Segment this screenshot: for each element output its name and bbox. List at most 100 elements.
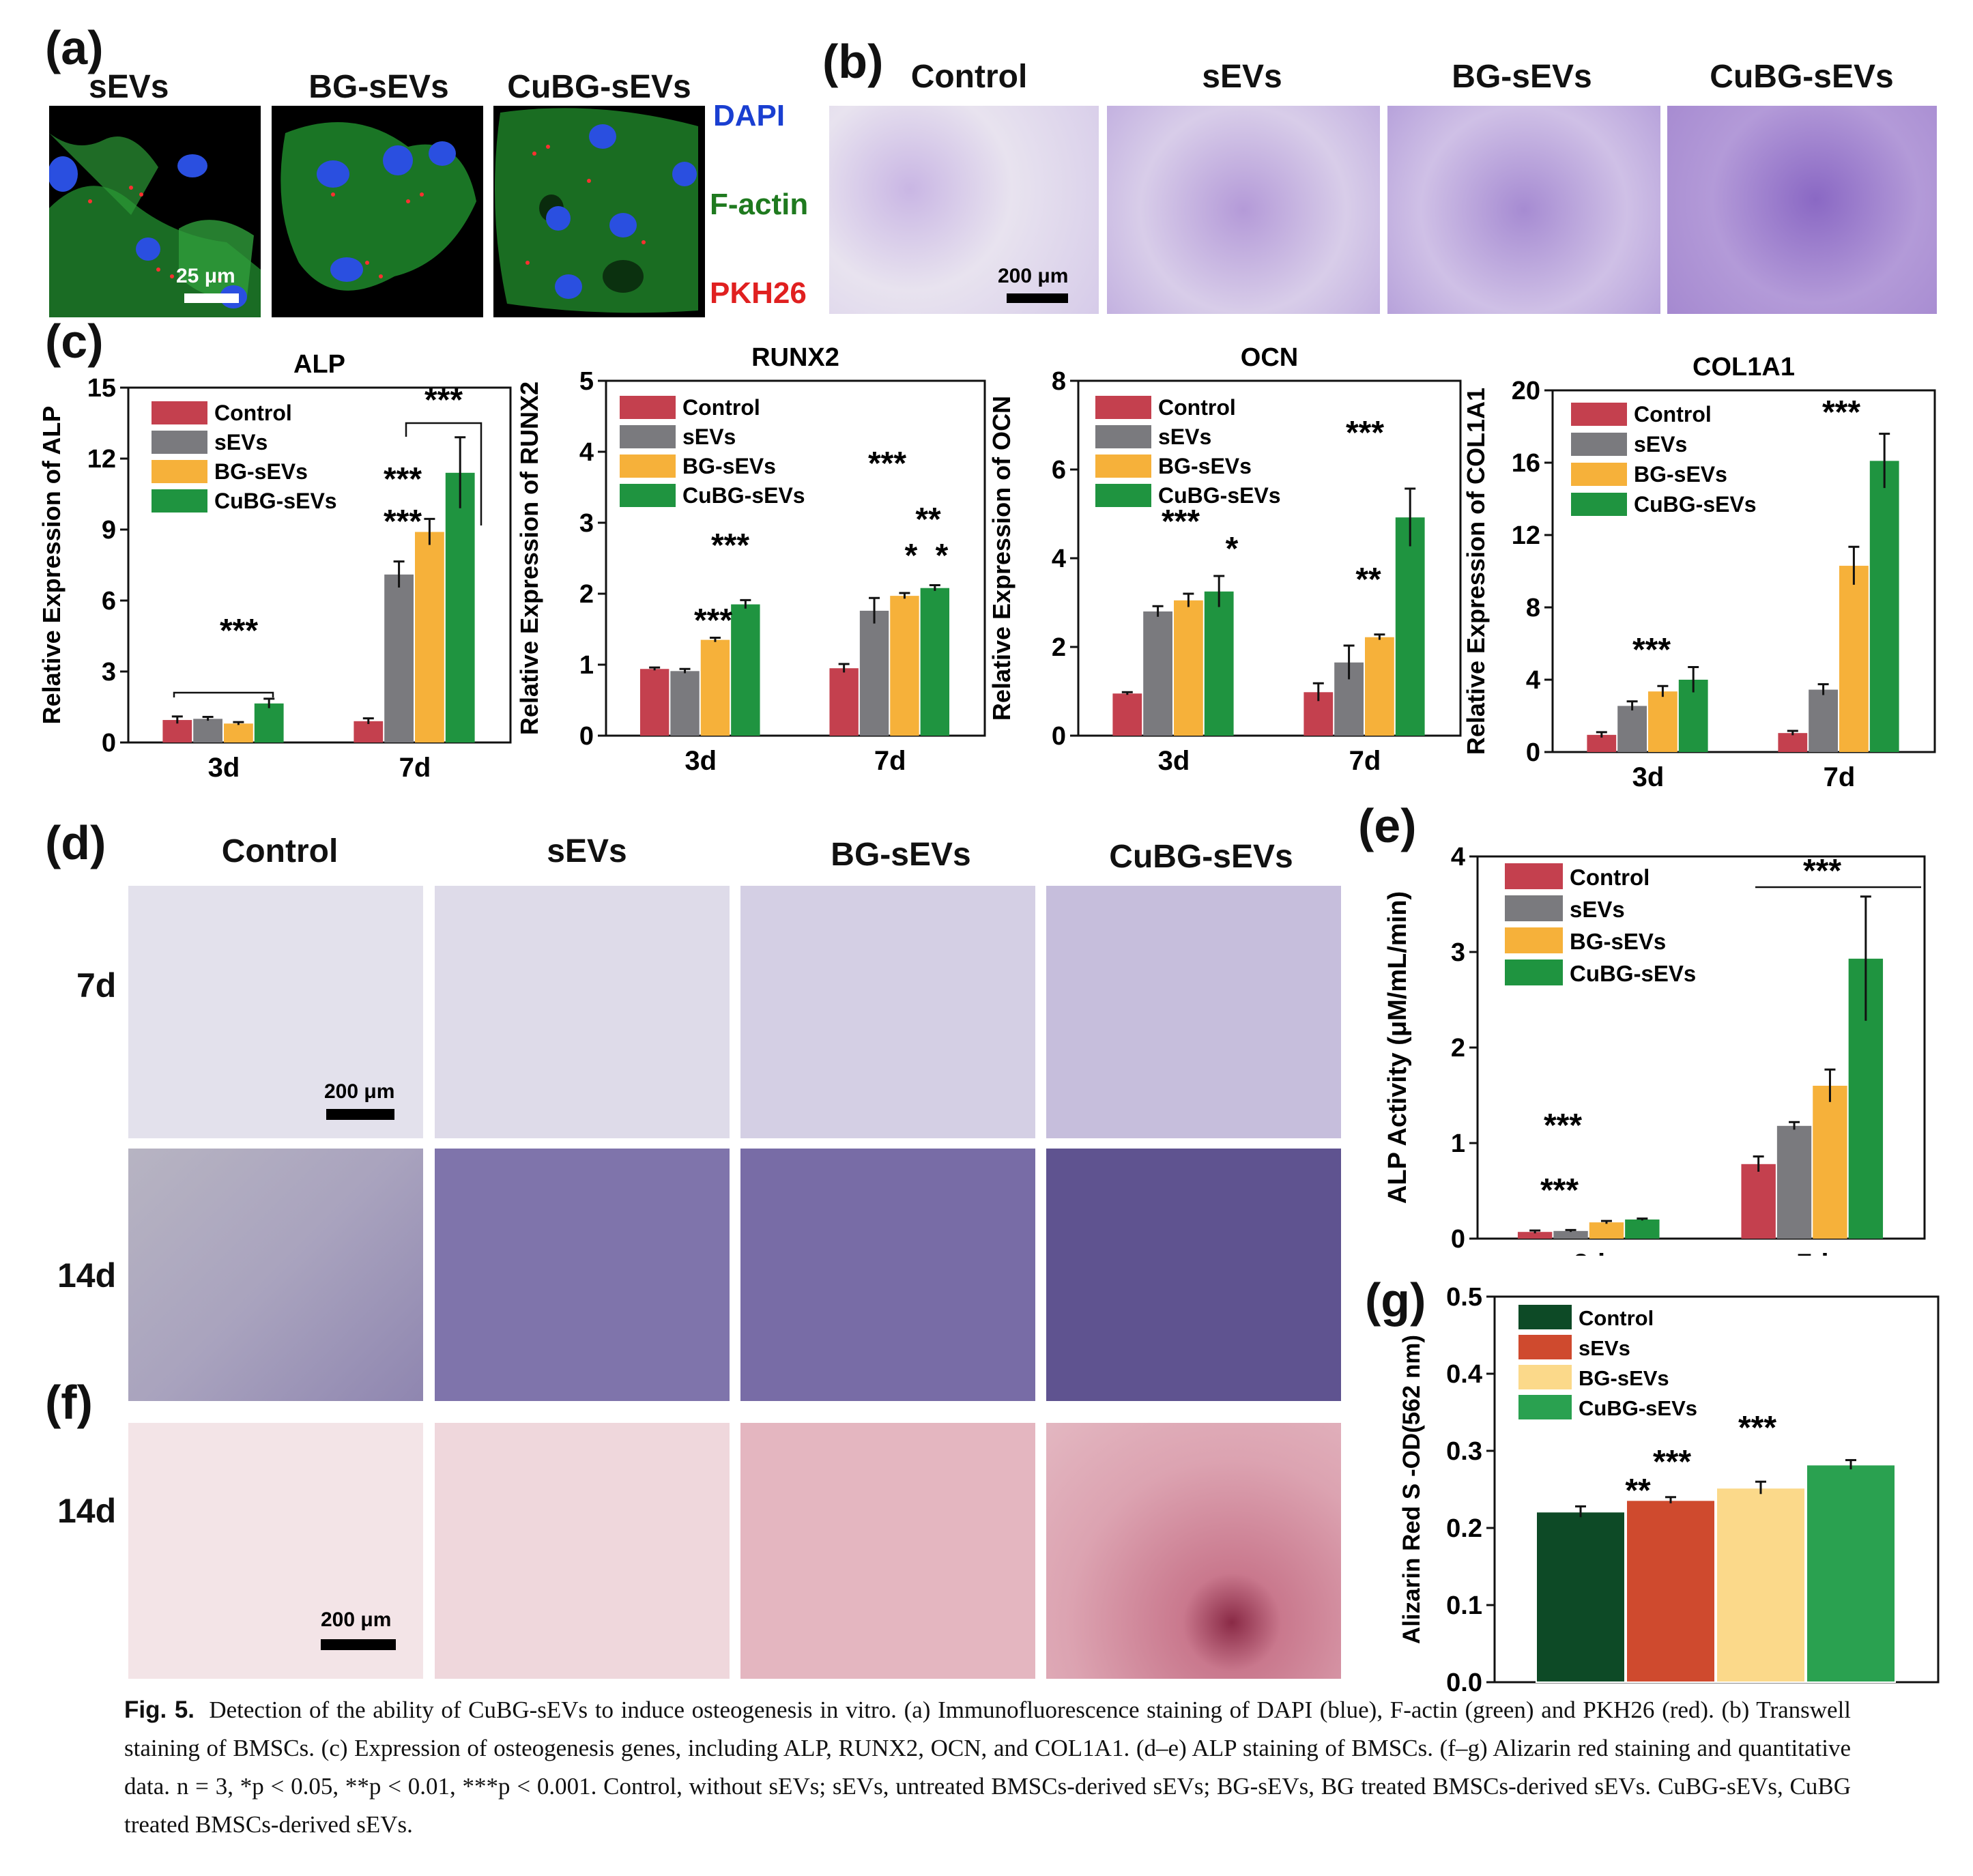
legend-swatch	[1571, 493, 1627, 516]
significance-label: ***	[1822, 394, 1860, 431]
panel-a-col-title: CuBG-sEVs	[507, 69, 691, 105]
legend-label: CuBG-sEVs	[682, 483, 805, 508]
panel-d-row-label: 14d	[57, 1256, 117, 1295]
bar-cubg-sevs	[445, 472, 475, 742]
y-tick-label: 12	[87, 445, 116, 474]
alp-stain-control-14d	[128, 1149, 423, 1401]
bar-control	[829, 668, 859, 736]
figure-caption: Fig. 5. Detection of the ability of CuBG…	[124, 1691, 1851, 1844]
significance-bracket	[405, 422, 483, 525]
legend-label: BG-sEVs	[1570, 929, 1666, 954]
bar-cubg-sevs	[1806, 1464, 1896, 1683]
significance-label: ***	[424, 382, 463, 418]
legend-label: sEVs	[1579, 1336, 1630, 1360]
y-tick-label: 6	[1052, 456, 1066, 485]
panel-d-col-title: BG-sEVs	[831, 837, 971, 873]
legend-swatch	[1518, 1335, 1572, 1359]
chart-title: COL1A1	[1693, 353, 1795, 381]
scale-label: 25 μm	[176, 265, 235, 287]
y-axis-label: ALP Activity (μM/mL/min)	[1383, 891, 1412, 1204]
y-tick-label: 0	[1052, 722, 1066, 751]
alp-stain-cubg-sevs-7d	[1046, 886, 1341, 1138]
legend-swatch	[1518, 1365, 1572, 1389]
scale-label: 200 μm	[998, 265, 1069, 287]
y-tick-label: 0.5	[1446, 1283, 1482, 1312]
legend-swatch	[620, 425, 676, 448]
transwell-image-control	[829, 106, 1099, 314]
bar-bg-sevs	[415, 532, 444, 742]
significance-label: ***	[1346, 415, 1384, 451]
y-tick-label: 1	[1451, 1129, 1465, 1158]
bar-sevs	[1776, 1125, 1812, 1239]
legend-label: sEVs	[1570, 897, 1625, 922]
scale-bar	[326, 1109, 394, 1120]
alp-stain-bg-sevs-7d	[740, 886, 1035, 1138]
y-tick-label: 2	[1451, 1034, 1465, 1063]
panel-d-col-title: CuBG-sEVs	[1109, 839, 1293, 875]
x-tick-label: 7d	[1824, 762, 1856, 792]
y-tick-label: 3	[579, 509, 594, 538]
y-tick-label: 4	[1526, 666, 1540, 695]
bar-sevs	[1143, 611, 1172, 736]
panel-b-letter: (b)	[822, 35, 884, 88]
bar-control	[162, 720, 192, 742]
dapi-label: DAPI	[713, 99, 786, 132]
significance-label: ***	[1632, 632, 1671, 668]
alizarin-stain-bg-sevs	[740, 1423, 1035, 1679]
legend-label: Control	[1158, 395, 1236, 420]
y-tick-label: 2	[1052, 633, 1066, 662]
legend-swatch	[152, 460, 207, 483]
panel-f-letter: (f)	[45, 1376, 93, 1429]
y-axis-label: Relative Expression of ALP	[38, 406, 66, 725]
panel-b-col-title: Control	[910, 59, 1028, 95]
significance-label: ***	[1544, 1108, 1582, 1144]
legend-label: CuBG-sEVs	[1579, 1396, 1697, 1420]
x-tick-label: 3d	[208, 753, 240, 783]
alp-stain-sevs-14d	[435, 1149, 730, 1401]
y-tick-label: 0	[1451, 1225, 1465, 1254]
significance-label: ***	[1540, 1172, 1579, 1209]
y-tick-label: 3	[1451, 938, 1465, 967]
legend-swatch	[1518, 1395, 1572, 1419]
transwell-image-cubg-sevs	[1667, 106, 1937, 314]
pkh26-label: PKH26	[710, 276, 807, 310]
y-tick-label: 15	[87, 374, 116, 403]
bar-control	[1587, 734, 1617, 752]
legend-swatch	[1505, 927, 1563, 953]
significance-label: ***	[711, 528, 749, 564]
significance-label: **	[1625, 1473, 1651, 1509]
legend-swatch	[1095, 484, 1151, 507]
significance-label: *	[936, 538, 949, 574]
scale-bar	[1007, 293, 1068, 303]
bar-control	[354, 721, 384, 742]
significance-label: **	[1355, 562, 1381, 598]
y-tick-label: 0	[579, 722, 594, 751]
bar-sevs	[193, 719, 222, 742]
y-tick-label: 4	[579, 438, 594, 467]
y-tick-label: 0	[102, 729, 116, 757]
legend-label: Control	[1570, 865, 1650, 890]
legend-swatch	[1518, 1305, 1572, 1329]
panel-a-col-title: BG-sEVs	[308, 69, 449, 105]
significance-label: ***	[1803, 853, 1841, 889]
bar-control	[639, 669, 669, 736]
fluorescence-image-bg-sevs	[272, 106, 483, 317]
y-tick-label: 12	[1512, 521, 1540, 550]
bar-cubg-sevs	[1625, 1220, 1660, 1239]
significance-label: ***	[1162, 504, 1200, 540]
significance-label: *	[905, 538, 918, 574]
transwell-image-sevs	[1107, 106, 1380, 314]
significance-label: ***	[868, 446, 906, 482]
x-tick-label: 7d	[1349, 746, 1381, 776]
bar-bg-sevs	[1716, 1487, 1806, 1683]
bar-sevs	[670, 671, 700, 736]
scale-bar	[184, 293, 239, 303]
y-tick-label: 16	[1512, 449, 1540, 478]
y-axis-label: Alizarin Red S -OD(562 nm)	[1398, 1335, 1425, 1644]
x-tick-label: 3d	[685, 746, 717, 776]
bar-sevs	[859, 610, 889, 736]
legend-swatch	[1571, 463, 1627, 486]
bar-bg-sevs	[700, 639, 730, 736]
significance-label: **	[915, 502, 941, 538]
